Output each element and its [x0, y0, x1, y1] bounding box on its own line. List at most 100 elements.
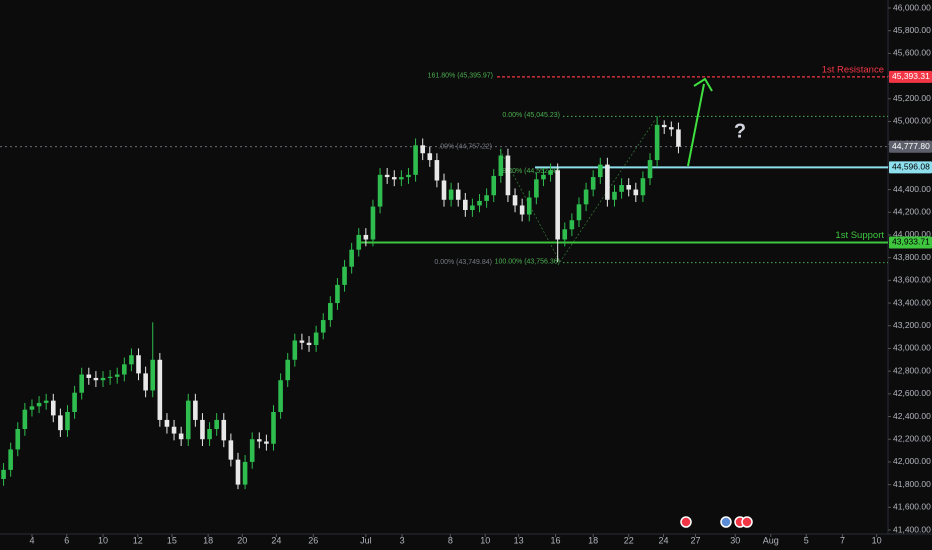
candle-body — [427, 153, 433, 161]
candle-body — [50, 400, 56, 416]
candle-body — [36, 402, 42, 407]
candle-body — [676, 129, 681, 147]
candle-body — [200, 419, 205, 440]
event-icon[interactable] — [680, 516, 692, 528]
x-tick-label: Aug — [763, 535, 779, 545]
y-tick-label: 42,400.00 — [893, 411, 931, 421]
x-tick-label: 4 — [29, 535, 34, 545]
candle-body — [448, 189, 454, 200]
candle-body — [434, 160, 440, 181]
candle-body — [228, 440, 234, 460]
y-tick-label: 43,800.00 — [893, 252, 931, 262]
candle-body — [640, 178, 646, 196]
level-price-label: 43,933.71 — [892, 237, 930, 247]
candle-body — [384, 174, 390, 178]
candle-body — [22, 409, 28, 430]
x-tick-label: 27 — [690, 535, 700, 545]
candle-body — [8, 449, 13, 470]
x-tick-label: 10 — [98, 535, 108, 545]
candle-body — [306, 342, 312, 346]
candle-body — [669, 127, 674, 130]
candle-body — [58, 415, 63, 431]
candle-body — [256, 439, 262, 442]
x-tick-label: 5 — [804, 535, 809, 545]
candles — [1, 116, 681, 490]
y-tick-label: 44,400.00 — [893, 184, 931, 194]
x-tick-label: 7 — [840, 535, 845, 545]
candle-body — [136, 355, 141, 374]
y-tick-label: 41,400.00 — [893, 524, 931, 534]
candle-body — [242, 461, 248, 485]
y-tick-label: 41,800.00 — [893, 479, 931, 489]
candle-body — [391, 177, 397, 180]
candle-body — [65, 411, 70, 431]
x-tick-label: 10 — [872, 535, 882, 545]
x-tick-label: 20 — [237, 535, 247, 545]
candle-body — [654, 124, 660, 161]
candle-body — [455, 189, 461, 200]
fib-label: .00% (44,767.22) — [438, 144, 492, 151]
candle-body — [619, 185, 624, 192]
candle-body — [285, 359, 291, 381]
y-tick-label: 42,600.00 — [893, 388, 931, 398]
candle-body — [15, 429, 21, 450]
candle-body — [171, 426, 177, 434]
level-name: 1st Resistance — [822, 64, 884, 75]
candle-body — [320, 320, 326, 333]
candle-body — [157, 359, 163, 420]
candle-body — [349, 249, 354, 267]
candle-body — [590, 177, 596, 190]
y-tick-label: 44,200.00 — [893, 207, 931, 217]
y-tick-label: 45,200.00 — [893, 93, 931, 103]
candle-body — [420, 145, 425, 154]
candle-body — [114, 374, 120, 377]
x-tick-label: 18 — [588, 535, 598, 545]
candle-body — [164, 419, 170, 427]
candle-body — [235, 459, 241, 485]
candle-body — [150, 359, 156, 391]
candle-body — [43, 400, 49, 403]
candle-body — [100, 377, 106, 381]
candle-body — [470, 205, 475, 210]
candle-body — [463, 199, 468, 210]
x-tick-label: 16 — [551, 535, 561, 545]
level-price-box — [889, 70, 932, 83]
level-name: 1st Support — [835, 230, 884, 241]
y-tick-label: 43,600.00 — [893, 275, 931, 285]
question-mark: ? — [734, 120, 746, 142]
y-tick-label: 42,200.00 — [893, 433, 931, 443]
candle-body — [562, 229, 568, 240]
event-icon[interactable] — [741, 516, 753, 528]
x-tick-label: 3 — [400, 535, 405, 545]
fib-label: 0.00% (43,749.84) — [434, 259, 492, 266]
level-price-box — [889, 140, 932, 153]
candle-body — [278, 380, 283, 412]
candle-body — [626, 185, 632, 190]
candle-body — [512, 195, 518, 206]
candle-body — [178, 433, 184, 440]
candle-body — [93, 377, 99, 381]
candle-body — [107, 376, 113, 378]
candle-body — [363, 234, 369, 240]
y-tick-label: 42,800.00 — [893, 365, 931, 375]
x-tick-label: 13 — [514, 535, 524, 545]
candle-body — [342, 266, 347, 285]
candle-body — [526, 197, 532, 215]
candle-body — [413, 145, 418, 175]
x-tick-label: 10 — [480, 535, 490, 545]
candle-body — [328, 303, 333, 321]
candle-body — [399, 177, 404, 180]
y-tick-label: 45,600.00 — [893, 48, 931, 58]
candle-body — [313, 332, 319, 346]
candle-body — [207, 429, 212, 440]
candle-body — [491, 175, 497, 196]
x-tick-label: 26 — [308, 535, 318, 545]
x-tick-label: 18 — [203, 535, 213, 545]
candle-body — [555, 170, 560, 240]
candle-body — [519, 205, 525, 215]
candle-body — [29, 406, 35, 410]
event-icon[interactable] — [720, 516, 732, 528]
